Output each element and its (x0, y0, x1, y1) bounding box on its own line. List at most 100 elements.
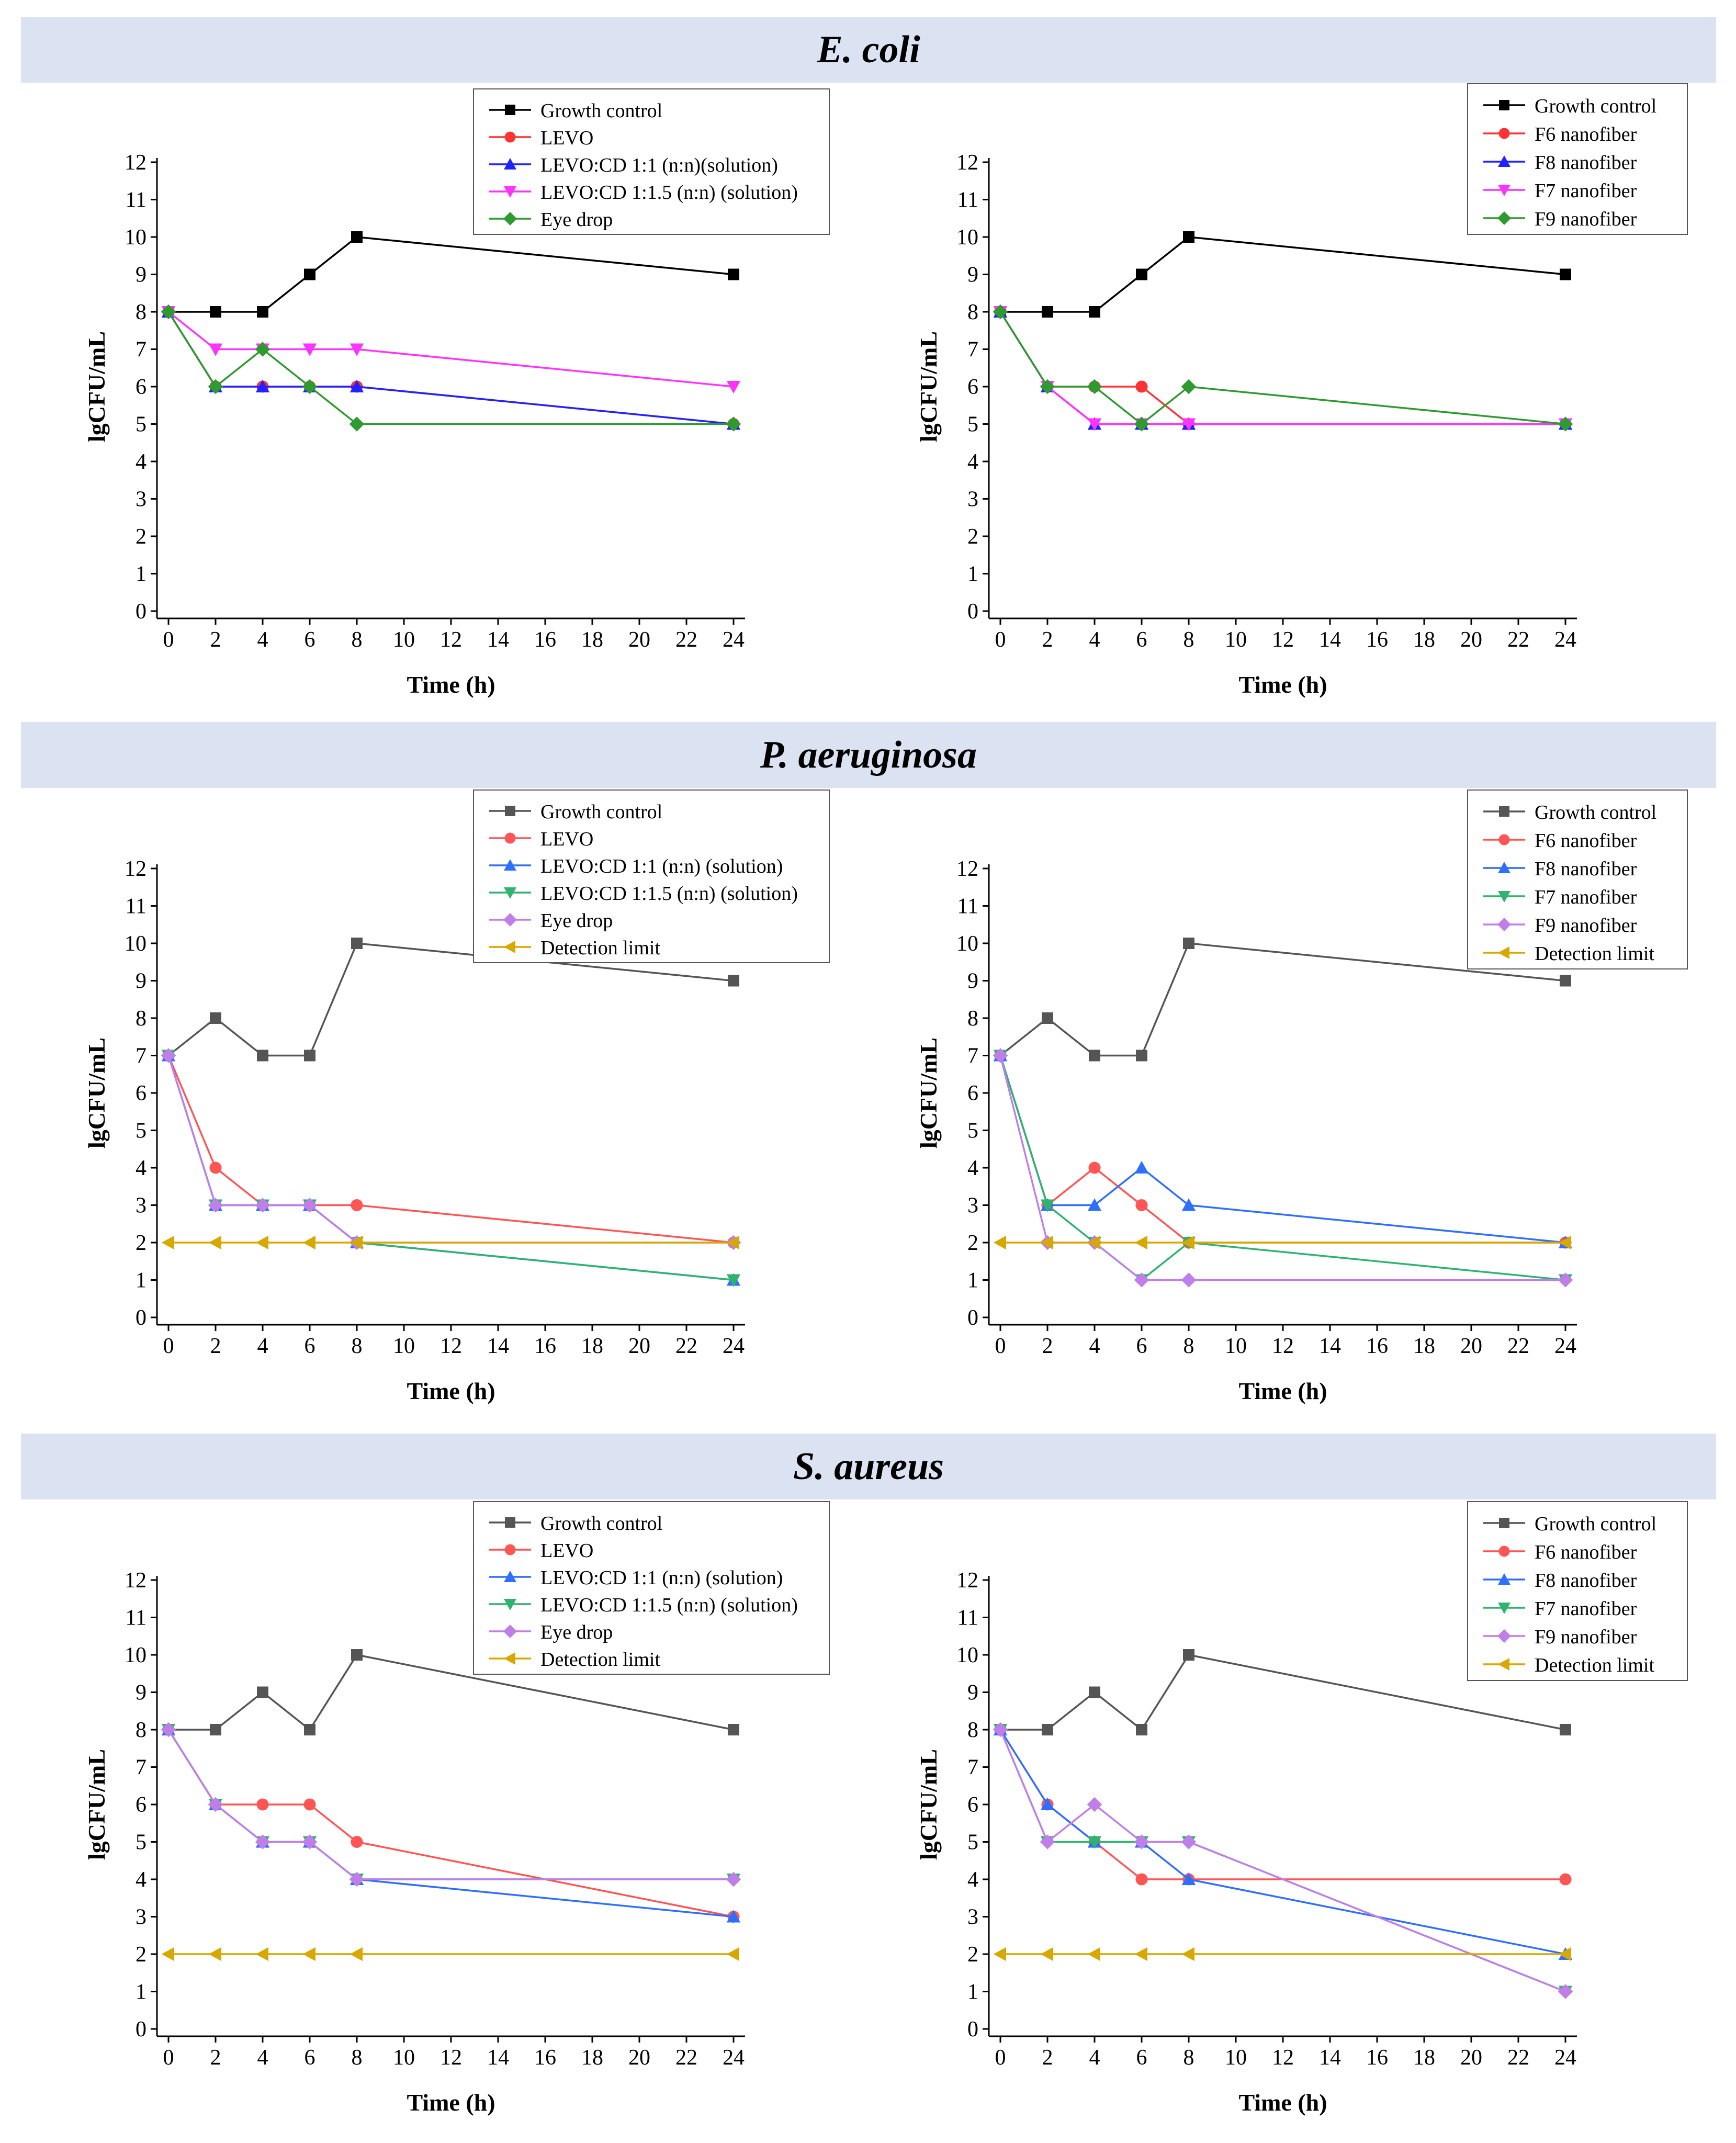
legend: Growth control F6 nanofiber F8 nanofiber F7… (1467, 83, 1688, 235)
data-point (210, 1012, 221, 1024)
x-tick-label: 22 (1507, 2046, 1529, 2070)
x-tick-label: 2 (1042, 628, 1053, 652)
data-point (993, 1722, 1008, 1738)
legend-item-f8-nanofiber: F8 nanofiber (1483, 152, 1637, 174)
legend-marker (504, 1544, 516, 1555)
legend-box (1467, 789, 1688, 969)
series-line (167, 311, 734, 425)
data-point (1040, 1834, 1055, 1849)
y-tick-label: 12 (956, 857, 978, 881)
data-point (1560, 1724, 1571, 1735)
x-tick-label: 8 (1183, 628, 1194, 652)
y-tick-label: 4 (967, 1868, 978, 1892)
data-point (726, 1947, 739, 1961)
x-axis-title: Time (h) (1238, 671, 1327, 698)
y-tick-label: 6 (967, 375, 978, 399)
x-tick-label: 18 (1413, 628, 1435, 652)
legend-marker (1498, 891, 1510, 903)
x-tick-label: 20 (1460, 2046, 1482, 2070)
data-point (1089, 1686, 1100, 1698)
data-point (210, 1724, 221, 1735)
x-tick-label: 12 (440, 1334, 462, 1358)
series-line (167, 942, 734, 1057)
data-point (302, 1235, 315, 1250)
data-point (1040, 1947, 1053, 1961)
data-point (1087, 379, 1102, 394)
legend-label: Growth control (1535, 1513, 1656, 1535)
legend-label: F9 nanofiber (1535, 208, 1637, 230)
x-tick-label: 22 (675, 2046, 697, 2070)
legend-item-f7-nanofiber: F7 nanofiber (1483, 886, 1637, 908)
x-tick-label: 14 (487, 628, 509, 652)
legend-item-f7-nanofiber: F7 nanofiber (1483, 1598, 1637, 1620)
x-tick-label: 18 (581, 1334, 603, 1358)
y-tick-label: 0 (136, 2017, 146, 2042)
y-tick-label: 4 (136, 1156, 146, 1180)
x-tick-label: 6 (305, 1334, 315, 1358)
x-tick-label: 4 (257, 2046, 268, 2070)
legend-label: LEVO:CD 1:1.5 (n:n) (solution) (540, 182, 798, 204)
legend-label: F9 nanofiber (1535, 1626, 1637, 1648)
legend-label: Eye drop (540, 209, 613, 231)
data-point (303, 1798, 316, 1811)
series-line (167, 1055, 734, 1281)
y-tick-label: 10 (125, 225, 146, 250)
legend-label: LEVO (540, 127, 593, 149)
x-tick-label: 8 (1183, 1334, 1194, 1358)
y-tick-label: 7 (136, 1044, 146, 1068)
x-tick-label: 10 (393, 1334, 415, 1358)
y-axis-title: lgCFU/mL (915, 1749, 942, 1860)
legend-marker (1498, 155, 1510, 167)
y-tick-label: 0 (136, 600, 146, 624)
data-point (726, 416, 741, 432)
data-point (993, 1235, 1006, 1250)
legend-item-f9-nanofiber: F9 nanofiber (1483, 915, 1637, 937)
x-tick-label: 18 (1413, 2046, 1435, 2070)
series-line (168, 1654, 734, 1731)
legend-marker (1498, 185, 1510, 196)
y-tick-label: 11 (126, 1606, 146, 1630)
y-tick-label: 9 (967, 1681, 978, 1705)
data-point (350, 343, 364, 356)
data-point (302, 1947, 315, 1961)
data-point (728, 1724, 739, 1735)
x-tick-label: 8 (352, 1334, 363, 1358)
section-title: P. aeruginosa (760, 733, 977, 776)
y-tick-label: 2 (967, 1231, 978, 1255)
x-tick-label: 6 (1136, 628, 1147, 652)
y-tick-label: 2 (136, 525, 146, 549)
data-point (1135, 1199, 1148, 1212)
legend-box (1467, 1501, 1688, 1681)
legend-label: Growth control (1535, 95, 1656, 117)
data-point (1181, 1198, 1196, 1211)
data-point (161, 1947, 174, 1961)
data-point (1183, 1649, 1194, 1661)
data-point (1042, 1012, 1053, 1024)
data-point (1558, 1947, 1571, 1961)
legend-item-f7-nanofiber: F7 nanofiber (1483, 180, 1637, 202)
series-line (999, 311, 1566, 425)
data-point (726, 1235, 739, 1250)
legend-item-growth-control: Growth control (1483, 802, 1656, 824)
legend-item-f8-nanofiber: F8 nanofiber (1483, 858, 1637, 880)
data-point (728, 268, 739, 280)
legend-marker (1499, 100, 1509, 110)
series-f7-nanofiber (993, 306, 1573, 431)
x-tick-label: 14 (1319, 628, 1341, 652)
legend-marker (1497, 918, 1511, 931)
x-tick-label: 2 (210, 628, 221, 652)
series-f7-nanofiber (993, 1724, 1573, 1999)
x-tick-label: 14 (487, 2046, 509, 2070)
legend-marker (1498, 1658, 1509, 1671)
y-axis-title: lgCFU/mL (915, 331, 942, 442)
legend-item-detection-limit: Detection limit (1483, 1654, 1654, 1676)
legend: Growth control LEVO LEVO:CD 1:1 (n:n)(solu… (473, 88, 830, 235)
section-banner-saureus: S. aureus (21, 1434, 1716, 1499)
data-point (256, 1798, 269, 1811)
data-point (1087, 1836, 1102, 1849)
series-growth-control (163, 231, 739, 318)
x-tick-label: 10 (393, 2046, 415, 2070)
y-tick-label: 1 (136, 562, 146, 586)
y-tick-label: 10 (125, 932, 146, 956)
